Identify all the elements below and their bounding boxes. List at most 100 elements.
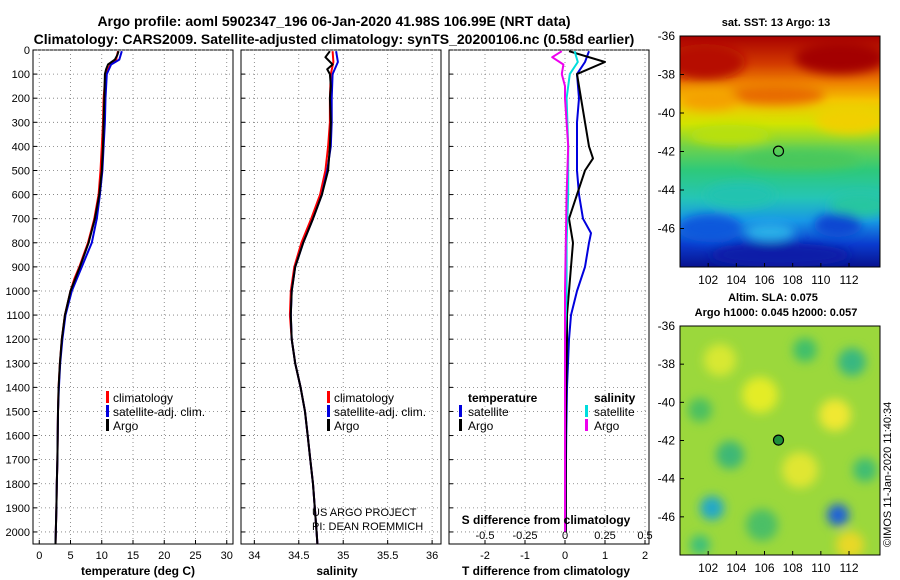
sla-eddy bbox=[819, 399, 851, 431]
sst-patch bbox=[814, 213, 862, 237]
map-lat-label: -44 bbox=[658, 472, 676, 486]
sst-map-panel: sat. SST: 13 Argo: 13 102 104 106 108 110 112… bbox=[658, 17, 881, 287]
map-lat-label: -36 bbox=[658, 319, 676, 333]
legend-label-climatology: climatology bbox=[334, 391, 394, 405]
x-tick-label: 35.5 bbox=[377, 550, 398, 562]
depth-tick-label: 200 bbox=[12, 93, 30, 105]
legend-salinity-header: salinity bbox=[594, 391, 636, 405]
depth-tick-label: 1300 bbox=[6, 358, 30, 370]
temperature-panel: 0 5 10 15 20 25 30 0 100 200 300 400 500 600 700 800 90… bbox=[6, 45, 234, 578]
imos-footer: ©IMOS 11-Jan-2020 11:40:34 bbox=[882, 402, 894, 547]
sla-eddy bbox=[827, 504, 849, 526]
sla-eddy bbox=[704, 344, 736, 376]
x-tick-label: 5 bbox=[67, 550, 73, 562]
x-tick-label: 1 bbox=[602, 550, 608, 562]
depth-tick-label: 1200 bbox=[6, 334, 30, 346]
sst-patch bbox=[740, 150, 860, 170]
legend-temperature-header: temperature bbox=[468, 391, 538, 405]
sst-patch bbox=[725, 85, 825, 105]
depth-tick-label: 100 bbox=[12, 69, 30, 81]
sla-eddy bbox=[782, 452, 818, 488]
series-line-argo bbox=[54, 50, 120, 545]
map-lon-label: 106 bbox=[754, 561, 774, 575]
x-tick-label: 0 bbox=[36, 550, 42, 562]
sst-patch bbox=[795, 42, 880, 74]
sla-eddy bbox=[742, 377, 778, 413]
s-difference-x-ticks: -0.5 -0.25 0 0.25 0.5 bbox=[476, 530, 653, 542]
x-tick-label: 15 bbox=[127, 550, 139, 562]
sla-eddy bbox=[688, 398, 712, 422]
sla-eddy bbox=[838, 348, 866, 376]
legend-label-satellite: satellite-adj. clim. bbox=[113, 405, 205, 419]
sla-map-title-line2: Argo h1000: 0.045 h2000: 0.057 bbox=[695, 307, 858, 319]
sla-texture bbox=[688, 338, 877, 555]
map-lon-label: 110 bbox=[811, 561, 830, 575]
map-lon-label: 102 bbox=[698, 561, 718, 575]
x-tick-label: 2 bbox=[642, 550, 648, 562]
salinity-plot-frame bbox=[240, 49, 442, 545]
profile-location-marker bbox=[772, 145, 785, 157]
legend-label-t-satellite: satellite bbox=[468, 405, 509, 419]
depth-tick-label: 700 bbox=[12, 214, 30, 226]
legend-swatch-climatology bbox=[106, 391, 109, 403]
depth-tick-label: 400 bbox=[12, 141, 30, 153]
salinity-panel: 34 34.5 35 35.5 36 salinity climatology sate… bbox=[240, 49, 442, 578]
series-line-salinity-argo bbox=[551, 50, 570, 532]
map-lon-label: 110 bbox=[811, 273, 830, 287]
legend-swatch-argo bbox=[327, 419, 330, 431]
map-lat-label: -42 bbox=[658, 434, 676, 448]
x-tick-label: -2 bbox=[480, 550, 490, 562]
map-lon-label: 106 bbox=[754, 273, 774, 287]
map-lat-label: -44 bbox=[658, 183, 676, 197]
series-line-argo bbox=[289, 50, 334, 545]
sst-patch bbox=[705, 183, 775, 207]
temperature-x-ticks: 0 5 10 15 20 25 30 bbox=[36, 550, 233, 562]
s-diff-tick-label: -0.5 bbox=[476, 530, 495, 542]
legend-label-s-argo: Argo bbox=[594, 419, 620, 433]
map-lat-label: -42 bbox=[658, 145, 676, 159]
temperature-grid bbox=[33, 49, 233, 544]
sla-eddy bbox=[853, 458, 877, 482]
depth-tick-label: 1600 bbox=[6, 431, 30, 443]
sst-map-title: sat. SST: 13 Argo: 13 bbox=[722, 17, 830, 29]
map-lat-label: -40 bbox=[658, 106, 676, 120]
map-lat-label: -46 bbox=[658, 222, 676, 236]
sla-eddy bbox=[690, 535, 710, 555]
credit-line2: PI: DEAN ROEMMICH bbox=[312, 521, 423, 533]
map-lat-label: -46 bbox=[658, 510, 676, 524]
sst-patch bbox=[680, 44, 745, 80]
map-lon-label: 102 bbox=[698, 273, 718, 287]
depth-tick-label: 800 bbox=[12, 238, 30, 250]
x-tick-label: 35 bbox=[337, 550, 349, 562]
x-tick-label: 25 bbox=[189, 550, 201, 562]
legend-label-argo: Argo bbox=[113, 419, 139, 433]
salinity-grid bbox=[241, 49, 441, 544]
map-lon-label: 108 bbox=[783, 561, 803, 575]
difference-panel: -2 -1 0 1 2 -0.5 -0.25 0 0.25 0.5 S difference f… bbox=[448, 49, 653, 578]
difference-legend: temperature satellite Argo salinity sate… bbox=[459, 391, 636, 433]
map-lat-label: -38 bbox=[658, 68, 676, 82]
depth-tick-labels: 0 100 200 300 400 500 600 700 800 900 1000 1100 1200… bbox=[6, 45, 30, 539]
depth-tick-label: 500 bbox=[12, 165, 30, 177]
map-lon-label: 108 bbox=[783, 273, 803, 287]
s-diff-tick-label: 0.25 bbox=[594, 530, 615, 542]
x-tick-label: 20 bbox=[158, 550, 170, 562]
salinity-x-ticks: 34 34.5 35 35.5 36 bbox=[248, 550, 438, 562]
salinity-series bbox=[288, 50, 339, 545]
depth-tick-label: 1900 bbox=[6, 503, 30, 515]
salinity-legend: climatology satellite-adj. clim. Argo bbox=[327, 391, 426, 433]
sla-map-ticks: 102 104 106 108 110 112 -36 -38 -40 -42 -44 -46 bbox=[658, 319, 859, 575]
sst-patch bbox=[690, 125, 770, 145]
s-difference-axis-label: S difference from climatology bbox=[462, 513, 631, 527]
temperature-legend: climatology satellite-adj. clim. Argo bbox=[106, 391, 205, 433]
profile-location-marker bbox=[772, 434, 785, 446]
salinity-x-label: salinity bbox=[316, 564, 358, 578]
sst-patch bbox=[745, 223, 795, 241]
sst-patch bbox=[830, 193, 880, 217]
x-tick-label: -1 bbox=[520, 550, 530, 562]
x-tick-label: 34.5 bbox=[288, 550, 309, 562]
legend-swatch-satellite bbox=[327, 405, 330, 417]
map-lon-label: 112 bbox=[839, 273, 858, 287]
sst-texture bbox=[680, 42, 880, 267]
